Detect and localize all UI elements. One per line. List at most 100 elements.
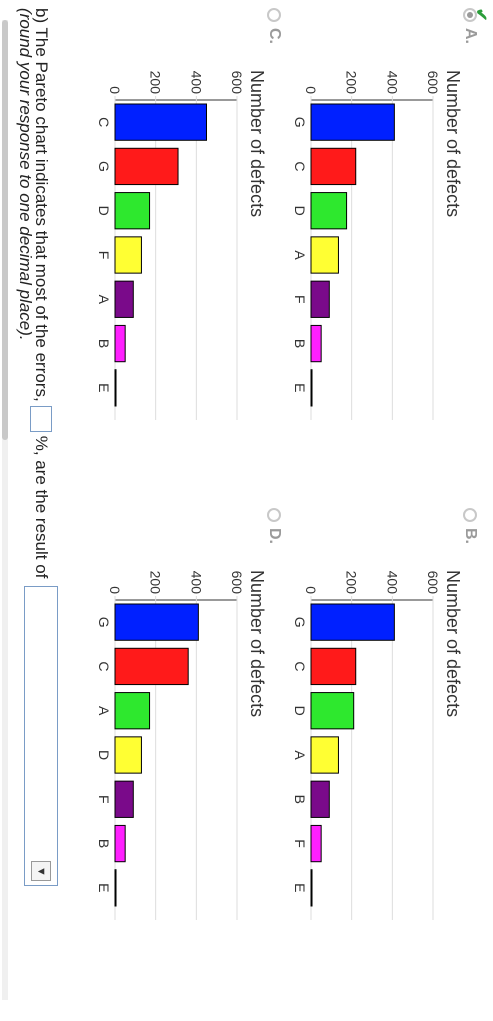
option-a-label: A. xyxy=(462,28,479,44)
bar-C xyxy=(310,147,357,186)
y-tick-label: 400 xyxy=(384,571,400,595)
y-tick-label: 0 xyxy=(303,86,319,94)
option-b[interactable]: B. xyxy=(461,508,479,544)
option-d-label: D. xyxy=(266,528,283,544)
option-b-label: B. xyxy=(462,528,479,544)
option-c-label: C. xyxy=(266,28,283,44)
option-c-chart: 0 200 400 600 C G D F A B E xyxy=(90,60,245,420)
y-tick-label: 400 xyxy=(384,71,400,95)
question-part2: %, are the result of xyxy=(32,435,51,579)
x-tick-label: F xyxy=(292,839,308,848)
bar-A xyxy=(310,236,339,274)
category-select[interactable]: ▼ xyxy=(24,586,58,887)
y-tick-label: 200 xyxy=(148,71,164,95)
bar-G xyxy=(310,603,395,641)
bar-G xyxy=(114,603,199,641)
y-tick-label: 0 xyxy=(303,586,319,594)
x-tick-label: D xyxy=(96,206,112,216)
bar-B xyxy=(114,824,126,863)
option-d-ylabel: Number of defects xyxy=(247,570,267,718)
x-tick-label: E xyxy=(96,383,112,392)
option-a-ylabel: Number of defects xyxy=(443,70,463,218)
y-tick-label: 600 xyxy=(229,71,245,95)
x-tick-label: G xyxy=(292,617,308,628)
x-tick-label: G xyxy=(292,117,308,128)
option-a-chart: 0 200 400 600 G C D A F B E xyxy=(286,60,441,420)
x-tick-label: B xyxy=(96,339,112,348)
dropdown-arrow-icon[interactable]: ▼ xyxy=(31,861,51,882)
option-d-chart: 0 200 400 600 G C A D F B E xyxy=(90,560,245,920)
horizontal-scrollbar[interactable] xyxy=(2,0,8,1021)
y-tick-label: 0 xyxy=(107,86,123,94)
y-tick-label: 600 xyxy=(425,71,441,95)
bar-F xyxy=(310,280,330,318)
bar-D xyxy=(114,736,142,774)
bar-A xyxy=(114,692,151,730)
x-tick-label: B xyxy=(292,339,308,348)
y-tick-label: 200 xyxy=(148,571,164,595)
option-a[interactable]: A. xyxy=(461,8,479,44)
y-tick-label: 200 xyxy=(344,571,360,595)
bar-C xyxy=(310,647,357,686)
chart-svg: 0 200 400 600 C G D F A B E xyxy=(96,71,245,420)
x-tick-label: B xyxy=(292,795,308,804)
bar-D xyxy=(310,192,348,230)
bar-D xyxy=(114,192,151,230)
x-tick-label: G xyxy=(96,617,112,628)
x-tick-label: E xyxy=(96,883,112,892)
x-tick-label: E xyxy=(292,883,308,892)
x-tick-label: A xyxy=(96,706,112,716)
bar-F xyxy=(310,824,322,863)
bar-B xyxy=(310,324,322,363)
bar-B xyxy=(310,780,330,818)
y-tick-label: 400 xyxy=(188,71,204,95)
x-tick-label: A xyxy=(292,250,308,260)
y-tick-label: 600 xyxy=(425,571,441,595)
bar-F xyxy=(114,236,142,274)
option-a-radio[interactable] xyxy=(463,8,477,22)
bar-C xyxy=(114,103,207,141)
option-d[interactable]: D. xyxy=(265,508,283,544)
bar-E xyxy=(114,869,117,907)
bar-A xyxy=(310,736,339,774)
x-tick-label: C xyxy=(292,161,308,171)
option-c-radio[interactable] xyxy=(267,8,281,22)
x-tick-label: A xyxy=(292,750,308,760)
y-tick-label: 0 xyxy=(107,586,123,594)
x-tick-label: B xyxy=(96,839,112,848)
x-tick-label: D xyxy=(96,750,112,760)
x-tick-label: C xyxy=(96,117,112,127)
x-tick-label: C xyxy=(292,661,308,671)
x-tick-label: D xyxy=(292,706,308,716)
option-d-radio[interactable] xyxy=(267,508,281,522)
y-tick-label: 200 xyxy=(344,71,360,95)
bar-C xyxy=(114,647,189,686)
x-tick-label: F xyxy=(96,795,112,804)
question-note: (round your response to one decimal plac… xyxy=(16,8,35,341)
x-tick-label: E xyxy=(292,383,308,392)
chart-svg: 0 200 400 600 G C D A F B E xyxy=(292,71,441,420)
bar-D xyxy=(310,692,355,730)
y-tick-label: 600 xyxy=(229,571,245,595)
option-b-ylabel: Number of defects xyxy=(443,570,463,718)
bar-G xyxy=(310,103,395,141)
option-b-chart: 0 200 400 600 G C D A B F E xyxy=(286,560,441,920)
bar-A xyxy=(114,280,134,318)
x-tick-label: C xyxy=(96,661,112,671)
x-tick-label: D xyxy=(292,206,308,216)
bar-E xyxy=(114,369,117,407)
bar-E xyxy=(310,869,313,907)
bar-E xyxy=(310,369,313,407)
percent-input[interactable] xyxy=(30,405,52,432)
x-tick-label: F xyxy=(292,295,308,304)
option-c[interactable]: C. xyxy=(265,8,283,44)
x-tick-label: A xyxy=(96,295,112,305)
scrollbar-thumb[interactable] xyxy=(2,20,8,440)
x-tick-label: G xyxy=(96,161,112,172)
bar-G xyxy=(114,147,179,186)
bar-F xyxy=(114,780,134,818)
option-c-ylabel: Number of defects xyxy=(247,70,267,218)
bar-B xyxy=(114,324,126,363)
option-b-radio[interactable] xyxy=(463,508,477,522)
